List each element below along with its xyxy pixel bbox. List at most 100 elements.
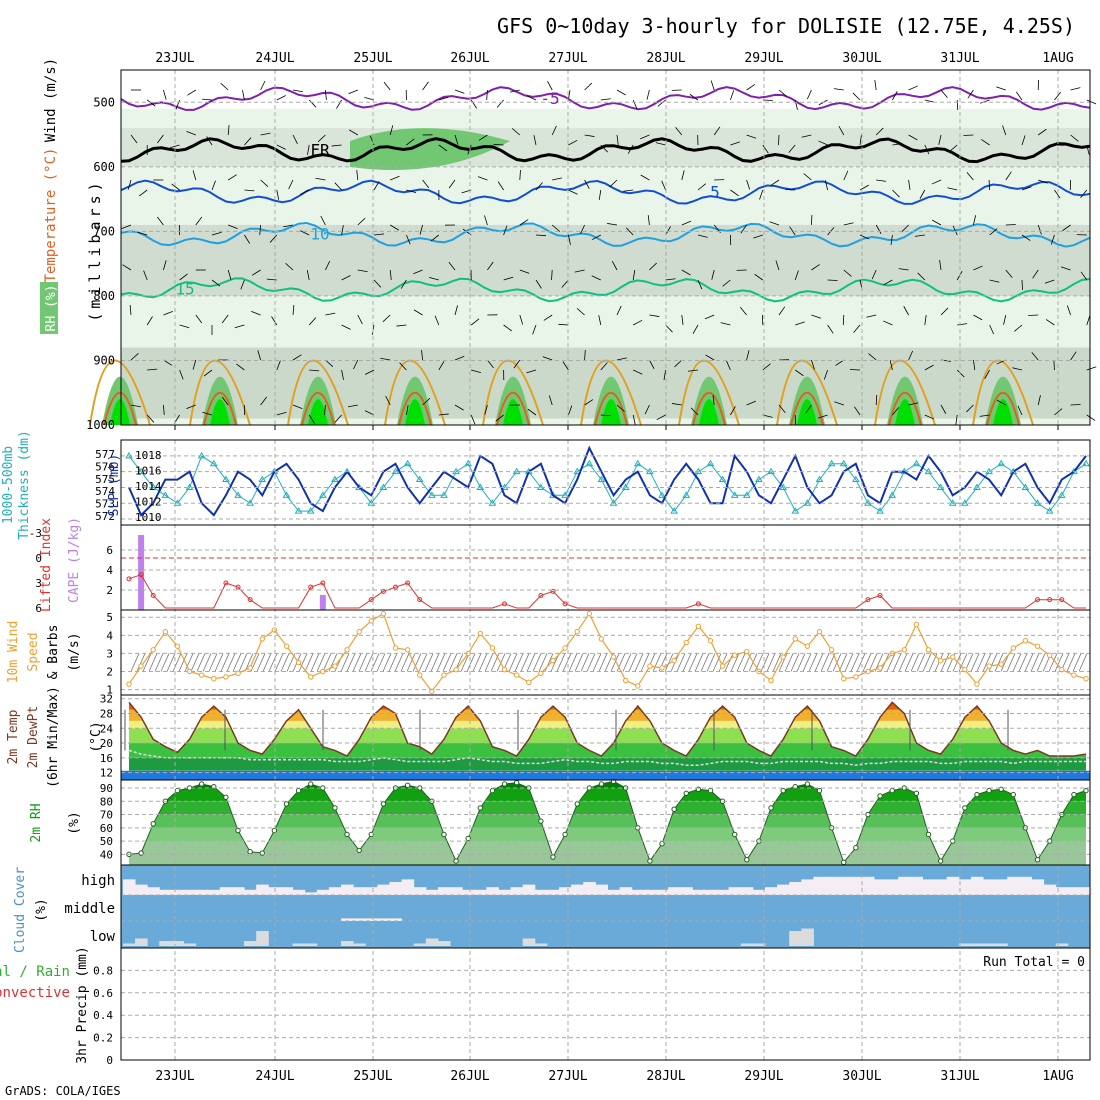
wind-barb bbox=[1032, 269, 1039, 279]
temp-contour-label: FR bbox=[310, 141, 330, 160]
wind-barb bbox=[535, 279, 542, 289]
wind-barb bbox=[547, 80, 553, 91]
wind-barb bbox=[924, 315, 927, 326]
wind-barb bbox=[227, 269, 232, 280]
rh-label: 2m RH bbox=[29, 803, 44, 842]
wind-barb bbox=[341, 225, 344, 236]
thickness-point bbox=[306, 507, 315, 514]
wind-barb-hatch bbox=[226, 653, 236, 672]
wind-barb bbox=[357, 217, 366, 226]
thickness-label-1: 1000-500mb bbox=[1, 446, 16, 524]
wind-barb bbox=[739, 306, 747, 316]
thickness-point bbox=[222, 475, 230, 483]
wind-barb bbox=[195, 314, 203, 324]
thickness-point bbox=[912, 459, 921, 467]
wind-barb bbox=[325, 260, 331, 271]
date-label-bottom: 28JUL bbox=[646, 1069, 685, 1084]
wind-barb bbox=[244, 234, 251, 244]
wind-barb-hatch bbox=[340, 653, 350, 672]
thickness-point bbox=[706, 459, 715, 467]
cloud-bar-high bbox=[668, 887, 681, 895]
wind-barb bbox=[649, 359, 655, 370]
wind-barb bbox=[240, 279, 245, 290]
red-contour bbox=[888, 391, 922, 426]
wind-label-2: Speed bbox=[26, 632, 41, 671]
wind-barb-hatch bbox=[232, 653, 242, 672]
cloud-bar-high bbox=[340, 884, 354, 895]
wind-point bbox=[211, 676, 217, 682]
wind-barb bbox=[192, 170, 197, 181]
wind-barb bbox=[130, 353, 139, 361]
wind-barb bbox=[876, 179, 887, 182]
cloud-bar-middle bbox=[353, 918, 366, 921]
wind-barb bbox=[574, 269, 585, 273]
wind-barb bbox=[236, 363, 245, 371]
wind-barb bbox=[292, 134, 298, 145]
thickness-point bbox=[973, 483, 981, 490]
wind-ytick: 1 bbox=[106, 684, 113, 697]
wind-barb bbox=[561, 279, 569, 288]
wind-barb bbox=[383, 81, 391, 91]
wind-barb bbox=[543, 314, 553, 321]
wind-barb-hatch bbox=[706, 653, 716, 672]
wind-barb bbox=[341, 369, 344, 380]
wind-barb bbox=[775, 260, 780, 271]
li-point bbox=[138, 572, 144, 578]
wind-barb bbox=[1045, 319, 1055, 326]
cloud-bar-low bbox=[752, 943, 766, 946]
rh-point bbox=[380, 801, 387, 807]
cloud-bar-high bbox=[462, 889, 475, 895]
wind-barb bbox=[908, 134, 918, 141]
cloud-bar-high bbox=[401, 879, 415, 895]
wind-barb bbox=[663, 369, 666, 380]
wind-point bbox=[828, 647, 835, 653]
thickness-point bbox=[440, 491, 448, 498]
temp-contour-label: 10 bbox=[310, 225, 329, 244]
wind-barb-hatch bbox=[280, 653, 290, 672]
precip-ytick: 0.6 bbox=[93, 987, 113, 1000]
wind-barb bbox=[794, 369, 804, 377]
wind-barb bbox=[1037, 395, 1041, 406]
rh-point bbox=[683, 790, 689, 796]
precip-ylabel: 3hr Precip (mm) bbox=[75, 946, 90, 1063]
wind-barb-hatch bbox=[892, 653, 902, 672]
rh-point bbox=[332, 805, 338, 811]
temp-ytick: 12 bbox=[100, 767, 113, 780]
thickness-point bbox=[173, 499, 182, 506]
red-contour bbox=[790, 391, 824, 426]
cloud-bar-low bbox=[522, 938, 536, 946]
grid-layer bbox=[121, 70, 1090, 1060]
wind-barb bbox=[1054, 91, 1062, 101]
wind-barb bbox=[609, 179, 618, 188]
wind-barb bbox=[266, 278, 277, 281]
wind-barb bbox=[759, 189, 764, 200]
wind-barb bbox=[1086, 414, 1096, 421]
cloud-bar-low bbox=[534, 943, 548, 946]
wind-barb-hatch bbox=[598, 653, 608, 672]
thickness-point bbox=[561, 491, 569, 498]
wind-barb bbox=[1086, 99, 1097, 105]
wind-barb bbox=[871, 269, 877, 280]
wind-barb bbox=[503, 276, 514, 281]
rh-green-cloud bbox=[350, 128, 510, 171]
li-point bbox=[320, 580, 326, 586]
wind-barb bbox=[467, 144, 472, 155]
wind-barb bbox=[519, 219, 529, 226]
cloud-bar-high bbox=[304, 892, 318, 895]
wind-barb-hatch bbox=[394, 653, 404, 672]
wind-barb bbox=[632, 99, 638, 110]
wind-barb bbox=[712, 395, 715, 406]
wind-barb-hatch bbox=[382, 653, 392, 672]
wind-barb-hatch bbox=[262, 653, 272, 672]
wind-ytick: 5 bbox=[106, 611, 113, 624]
wind-barb bbox=[1021, 234, 1031, 241]
wind-barb-hatch bbox=[562, 653, 572, 672]
wind-barb bbox=[430, 234, 440, 242]
wind-barb-hatch bbox=[982, 653, 992, 672]
rh-point bbox=[877, 793, 883, 799]
thickness-point bbox=[476, 483, 485, 490]
li-ytick: 3 bbox=[35, 577, 42, 590]
wind-barb bbox=[568, 90, 571, 101]
wind-barb bbox=[283, 224, 294, 228]
wind-point bbox=[998, 661, 1004, 667]
